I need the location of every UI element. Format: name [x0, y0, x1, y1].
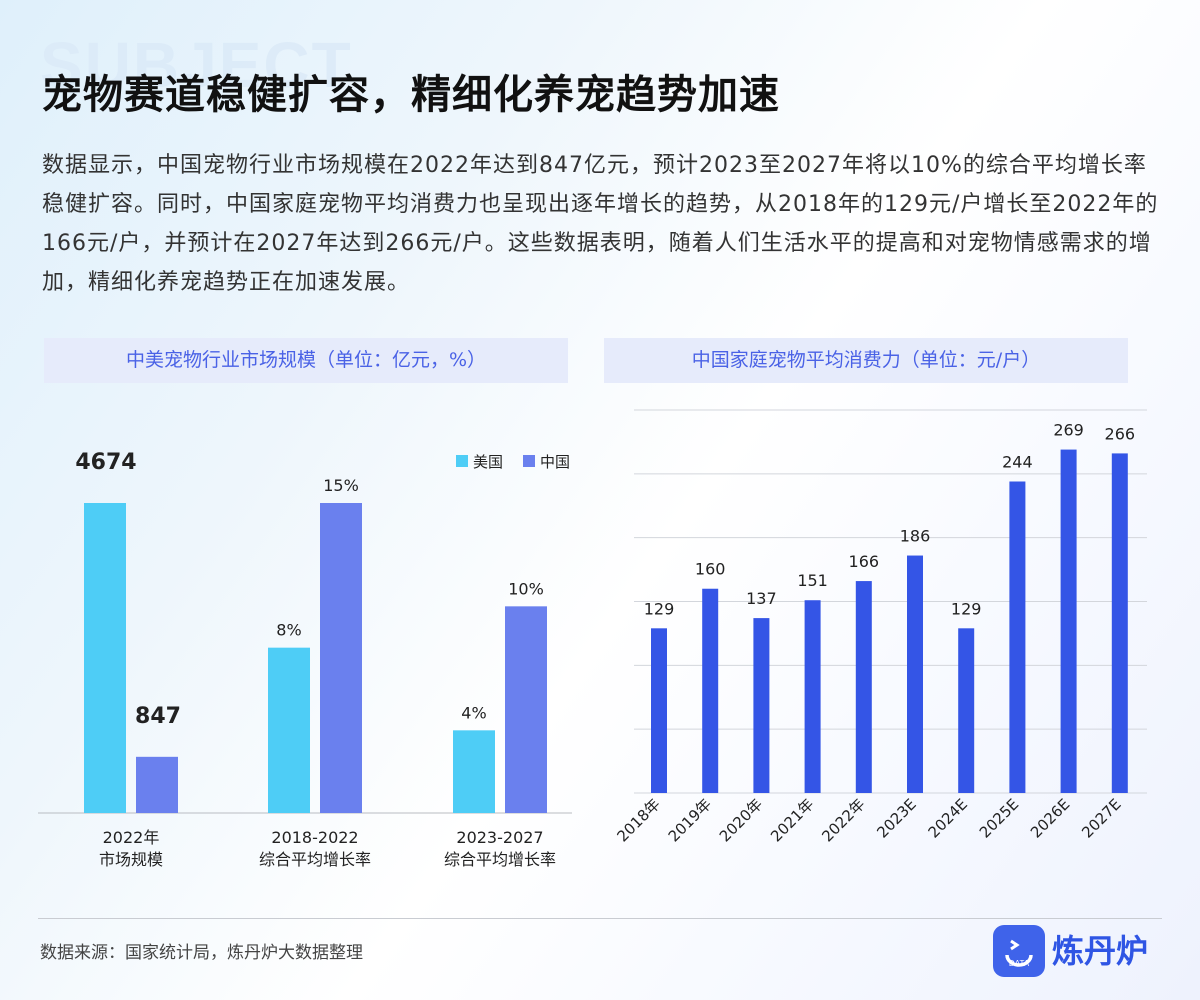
consumption-bar [702, 588, 719, 793]
consumption-bar [907, 555, 923, 793]
consumption-value-label: 151 [797, 571, 828, 590]
consumption-bar [855, 581, 872, 793]
consumption-value-label: 186 [900, 527, 931, 546]
group-label: 综合平均增长率 [259, 850, 371, 869]
legend-label: 中国 [540, 453, 570, 471]
consumption-value-label: 129 [644, 599, 675, 618]
legend-swatch [523, 455, 535, 467]
legend-swatch [456, 455, 468, 467]
consumption-bar [651, 628, 667, 793]
group-label: 2022年 [103, 828, 160, 847]
bar-cn [136, 756, 178, 813]
bar-us [453, 730, 495, 813]
consumption-bar [804, 600, 821, 793]
bar-us [84, 503, 126, 813]
x-tick-label: 2018年 [613, 795, 663, 845]
consumption-value-label: 244 [1002, 452, 1033, 471]
watermark-text: SUBJECT [40, 29, 353, 101]
x-tick-label: 2021年 [767, 795, 817, 845]
bar-value-label: 8% [276, 621, 301, 640]
consumption-bar [1060, 449, 1077, 793]
logo-icon: DATA [993, 925, 1045, 977]
bar-value-label: 847 [135, 704, 181, 729]
page-title: 宠物赛道稳健扩容，精细化养宠趋势加速 [42, 72, 780, 118]
x-tick-label: 2026E [1027, 795, 1073, 841]
consumption-value-label: 166 [849, 552, 880, 571]
bar-value-label: 15% [323, 476, 359, 495]
consumption-bar [1111, 453, 1128, 793]
consumption-value-label: 266 [1105, 424, 1136, 443]
x-tick-label: 2025E [976, 795, 1022, 841]
x-tick-label: 2022年 [818, 795, 868, 845]
bar-us [268, 647, 310, 813]
footer-divider [38, 918, 1162, 919]
bar-value-label: 4674 [75, 450, 136, 475]
consumption-value-label: 129 [951, 599, 982, 618]
bar-value-label: 4% [461, 703, 486, 722]
left-chart-title: 中美宠物行业市场规模（单位：亿元，%） [44, 338, 568, 383]
group-label: 市场规模 [99, 850, 163, 869]
bar-cn [505, 606, 547, 813]
right-chart-title: 中国家庭宠物平均消费力（单位：元/户） [604, 338, 1128, 383]
intro-paragraph: 数据显示，中国宠物行业市场规模在2022年达到847亿元，预计2023至2027… [42, 153, 1159, 295]
consumption-value-label: 137 [746, 589, 777, 608]
group-label: 2018-2022 [271, 828, 358, 847]
x-tick-label: 2024E [925, 795, 971, 841]
x-tick-label: 2019年 [665, 795, 715, 845]
x-tick-label: 2023E [873, 795, 919, 841]
x-tick-label: 2020年 [716, 795, 766, 845]
bar-value-label: 10% [508, 579, 544, 598]
source-note: 数据来源：国家统计局，炼丹炉大数据整理 [40, 943, 363, 963]
group-label: 2023-2027 [456, 828, 543, 847]
logo-text: 炼丹炉 [1052, 932, 1149, 970]
consumption-bar [958, 628, 975, 793]
x-tick-label: 2027E [1078, 795, 1124, 841]
group-label: 综合平均增长率 [444, 850, 556, 869]
legend-label: 美国 [473, 453, 503, 471]
consumption-chart: 129 2018年 160 2019年 137 2020年 151 2021年 166 2022年… [613, 409, 1147, 845]
consumption-bar [753, 618, 770, 793]
consumption-bar [1009, 481, 1026, 793]
consumption-value-label: 269 [1053, 421, 1084, 440]
consumption-value-label: 160 [695, 560, 726, 579]
logo-badge-text: DATA [1009, 959, 1030, 968]
bar-cn [320, 503, 362, 813]
